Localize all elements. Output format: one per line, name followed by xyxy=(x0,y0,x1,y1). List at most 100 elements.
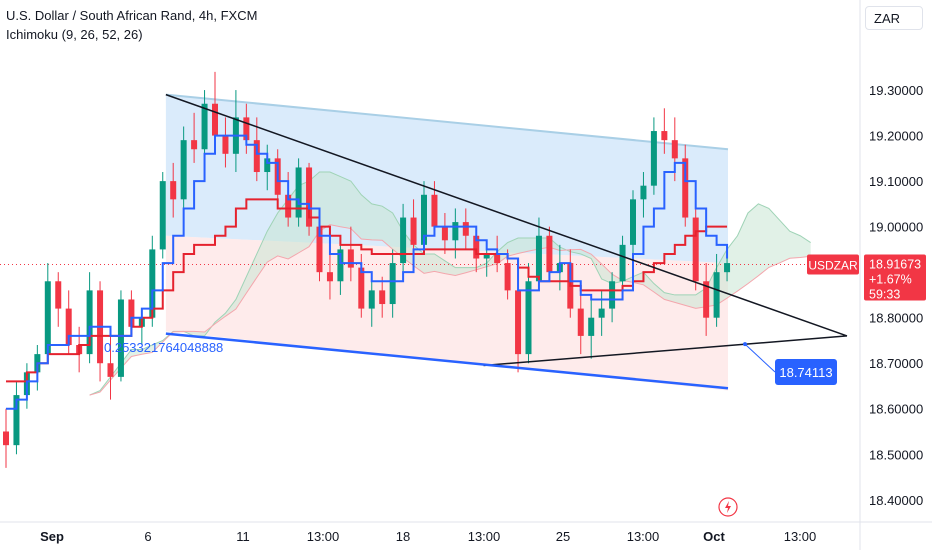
candle-body[interactable] xyxy=(3,431,9,446)
candle-body[interactable] xyxy=(86,290,93,355)
candle-body[interactable] xyxy=(212,103,218,136)
candle-body[interactable] xyxy=(535,235,542,282)
candle-body[interactable] xyxy=(661,131,668,141)
candle-body[interactable] xyxy=(13,395,20,446)
candle-body[interactable] xyxy=(431,194,438,227)
candle-body[interactable] xyxy=(159,181,166,250)
time-tick-label: Sep xyxy=(40,529,64,544)
price-tick-label: 19.00000 xyxy=(869,220,923,235)
lightning-icon-glyph xyxy=(725,501,731,513)
candle-body[interactable] xyxy=(515,290,522,355)
time-tick-label: 13:00 xyxy=(307,529,340,544)
candle-body[interactable] xyxy=(441,226,448,241)
candle-body[interactable] xyxy=(452,222,459,241)
price-label-box[interactable] xyxy=(775,359,837,385)
leading-span-b xyxy=(89,224,811,396)
candle-body[interactable] xyxy=(44,281,51,355)
candle-body[interactable] xyxy=(577,308,584,336)
candle-body[interactable] xyxy=(55,281,62,309)
rising-trendline[interactable] xyxy=(483,335,848,367)
candle-body[interactable] xyxy=(306,167,313,227)
base-line xyxy=(6,198,728,383)
candle-body[interactable] xyxy=(598,308,605,318)
price-tag[interactable] xyxy=(864,254,926,301)
candle-body[interactable] xyxy=(421,194,427,245)
price-tick-label: 19.20000 xyxy=(869,129,923,144)
candle-body[interactable] xyxy=(347,249,354,268)
candle-body[interactable] xyxy=(379,290,386,305)
candle-body[interactable] xyxy=(630,199,636,245)
candle-body[interactable] xyxy=(609,281,616,309)
price-tag-countdown: 59:33 xyxy=(869,288,900,302)
ichimoku-cloud xyxy=(89,172,811,396)
candle-body[interactable] xyxy=(389,263,396,305)
candle-body[interactable] xyxy=(285,194,292,218)
price-tag-price: 18.91673 xyxy=(869,258,921,272)
candle-body[interactable] xyxy=(462,222,469,236)
candle-body[interactable] xyxy=(640,185,647,200)
candle-body[interactable] xyxy=(713,272,720,318)
lower-channel-line[interactable] xyxy=(165,332,729,390)
candle-body[interactable] xyxy=(588,317,595,336)
time-tick-label: 18 xyxy=(396,529,410,544)
candle-body[interactable] xyxy=(222,135,229,154)
symbol-tag[interactable] xyxy=(807,254,859,275)
conversion-line xyxy=(6,134,729,410)
symbol-title: U.S. Dollar / South African Rand, 4h, FX… xyxy=(6,8,258,23)
time-tick-label: 25 xyxy=(556,529,570,544)
candle-body[interactable] xyxy=(149,249,156,318)
candle-body[interactable] xyxy=(191,140,198,150)
channel-top-line[interactable] xyxy=(165,93,729,151)
candle-body[interactable] xyxy=(703,281,710,318)
price-tick-label: 19.10000 xyxy=(869,174,923,189)
candle-body[interactable] xyxy=(180,140,187,200)
candle-body[interactable] xyxy=(400,217,407,264)
range-zone-lower xyxy=(165,235,728,391)
symbol-tag-text: USDZAR xyxy=(808,259,858,273)
price-label-text: 18.74113 xyxy=(779,365,832,380)
candle-body[interactable] xyxy=(128,299,135,327)
candle-body[interactable] xyxy=(650,131,657,186)
candle-body[interactable] xyxy=(264,158,271,173)
price-label-anchor[interactable] xyxy=(743,342,747,347)
ratio-annotation: 0.253321764048888 xyxy=(104,340,223,355)
price-tick-label: 18.60000 xyxy=(869,402,923,417)
candle-body[interactable] xyxy=(473,235,480,259)
price-label-connector xyxy=(744,343,776,373)
candle-body[interactable] xyxy=(525,281,532,355)
candle-body[interactable] xyxy=(337,249,344,282)
candle-body[interactable] xyxy=(326,272,333,282)
candle-body[interactable] xyxy=(619,244,626,282)
time-tick-label: 13:00 xyxy=(627,529,660,544)
candle-body[interactable] xyxy=(494,253,501,264)
candle-body[interactable] xyxy=(546,235,553,273)
price-tick-label: 18.70000 xyxy=(869,356,923,371)
time-tick-label: 6 xyxy=(144,529,151,544)
indicator-label[interactable]: Ichimoku (9, 26, 52, 26) xyxy=(6,27,143,42)
falling-trendline[interactable] xyxy=(165,93,848,337)
candle-body[interactable] xyxy=(483,253,490,259)
currency-button[interactable]: ZAR xyxy=(865,6,923,30)
candle-body[interactable] xyxy=(692,217,699,282)
candle-body[interactable] xyxy=(358,267,365,309)
candle-body[interactable] xyxy=(368,290,375,309)
candle-body[interactable] xyxy=(316,226,323,273)
candle-body[interactable] xyxy=(65,308,72,346)
candle-body[interactable] xyxy=(724,263,731,273)
time-tick-label: Oct xyxy=(703,529,725,544)
candle-body[interactable] xyxy=(295,167,302,218)
candle-body[interactable] xyxy=(671,140,678,159)
candle-body[interactable] xyxy=(243,117,250,141)
candle-body[interactable] xyxy=(682,158,689,218)
candle-body[interactable] xyxy=(410,217,417,245)
candle-body[interactable] xyxy=(117,299,124,377)
time-tick-label: 13:00 xyxy=(468,529,501,544)
candle-body[interactable] xyxy=(253,140,260,173)
candle-body[interactable] xyxy=(201,103,208,150)
candle-body[interactable] xyxy=(170,181,177,200)
price-tick-label: 18.40000 xyxy=(869,493,923,508)
candle-body[interactable] xyxy=(504,263,511,291)
candle-body[interactable] xyxy=(107,363,114,377)
